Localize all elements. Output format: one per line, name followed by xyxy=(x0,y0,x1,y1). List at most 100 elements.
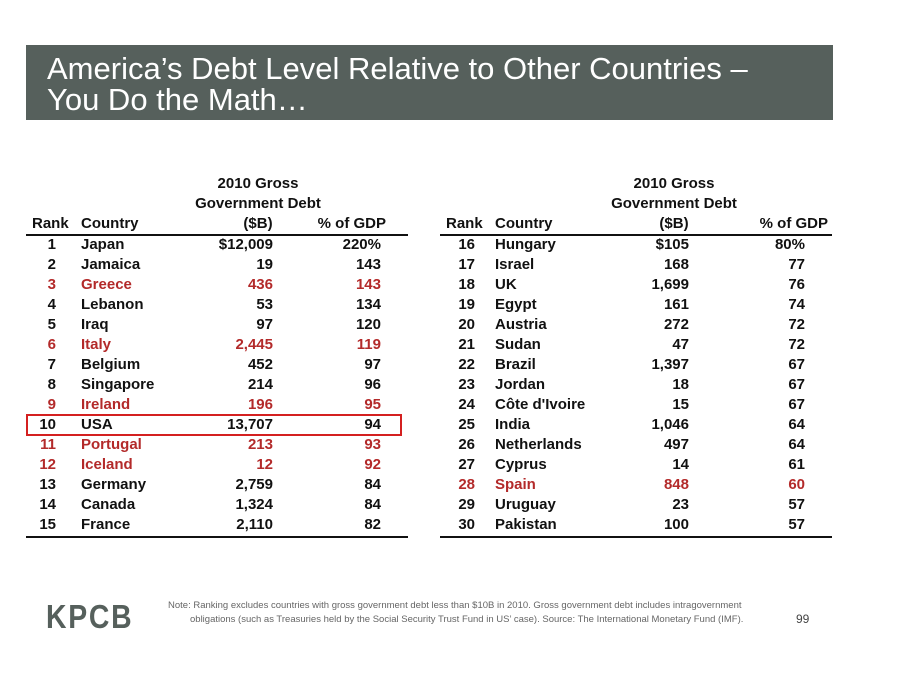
debt-cell: 1,699 xyxy=(651,276,689,293)
table-row: 21 Sudan 47 72 xyxy=(440,335,832,355)
country-cell: USA xyxy=(81,416,113,433)
gdp-cell: 134 xyxy=(355,296,381,313)
debt-cell: 213 xyxy=(247,436,273,453)
table-header: 2010 Gross Government Debt Rank Country … xyxy=(440,172,832,236)
table-row: 23 Jordan 18 67 xyxy=(440,375,832,395)
rank-cell: 2 xyxy=(47,256,56,273)
debt-cell: $12,009 xyxy=(218,236,273,253)
gdp-cell: 60 xyxy=(788,476,805,493)
debt-cell: 12 xyxy=(256,456,273,473)
rank-cell: 1 xyxy=(47,236,56,253)
gdp-cell: 92 xyxy=(364,456,381,473)
gdp-cell: 220% xyxy=(342,236,381,253)
rank-cell: 29 xyxy=(458,496,475,513)
rank-cell: 16 xyxy=(458,236,475,253)
debt-table-right: 2010 Gross Government Debt Rank Country … xyxy=(440,172,832,538)
page-number: 99 xyxy=(796,612,810,626)
table-header: 2010 Gross Government Debt Rank Country … xyxy=(26,172,408,236)
table-row: 26 Netherlands 497 64 xyxy=(440,435,832,455)
header-rank: Rank xyxy=(32,215,69,232)
rank-cell: 7 xyxy=(47,356,56,373)
title-bar: America’s Debt Level Relative to Other C… xyxy=(26,45,833,120)
table-row: 8 Singapore 214 96 xyxy=(26,375,408,395)
debt-cell: 97 xyxy=(256,316,273,333)
debt-table-left: 2010 Gross Government Debt Rank Country … xyxy=(26,172,408,538)
table-row: 3 Greece 436 143 xyxy=(26,275,408,295)
gdp-cell: 57 xyxy=(788,516,805,533)
debt-cell: 1,324 xyxy=(235,496,273,513)
header-rank: Rank xyxy=(446,215,483,232)
gdp-cell: 82 xyxy=(364,516,381,533)
page-title-line1: America’s Debt Level Relative to Other C… xyxy=(47,51,748,86)
table-row: 1 Japan $12,009 220% xyxy=(26,235,408,255)
table-row: 27 Cyprus 14 61 xyxy=(440,455,832,475)
table-row: 24 Côte d'Ivoire 15 67 xyxy=(440,395,832,415)
gdp-cell: 80% xyxy=(774,236,805,253)
debt-cell: 1,397 xyxy=(651,356,689,373)
table-row: 19 Egypt 161 74 xyxy=(440,295,832,315)
debt-cell: 452 xyxy=(247,356,273,373)
header-rule xyxy=(440,234,832,236)
debt-cell: 53 xyxy=(256,296,273,313)
table-row: 16 Hungary $105 80% xyxy=(440,235,832,255)
table-row: 15 France 2,110 82 xyxy=(26,515,408,535)
country-cell: Jamaica xyxy=(81,256,141,273)
debt-cell: 436 xyxy=(247,276,273,293)
country-cell: Germany xyxy=(81,476,147,493)
debt-cell: 15 xyxy=(672,396,689,413)
rank-cell: 23 xyxy=(458,376,475,393)
table-row: 18 UK 1,699 76 xyxy=(440,275,832,295)
debt-cell: 23 xyxy=(672,496,689,513)
rank-cell: 21 xyxy=(458,336,475,353)
table-row: 29 Uruguay 23 57 xyxy=(440,495,832,515)
country-cell: India xyxy=(495,416,531,433)
rank-cell: 26 xyxy=(458,436,475,453)
page-title-line2: You Do the Math… xyxy=(47,82,308,117)
country-cell: Hungary xyxy=(495,236,556,253)
header-debt-line2: Government Debt xyxy=(195,195,321,212)
gdp-cell: 97 xyxy=(364,356,381,373)
header-debt-line2: Government Debt xyxy=(611,195,737,212)
debt-cell: 214 xyxy=(247,376,273,393)
debt-cell: 18 xyxy=(672,376,689,393)
country-cell: Ireland xyxy=(81,396,131,413)
table-row: 9 Ireland 196 95 xyxy=(26,395,408,415)
country-cell: Greece xyxy=(81,276,132,293)
rank-cell: 28 xyxy=(458,476,475,493)
table-rows-left: 1 Japan $12,009 220% 2 Jamaica 19 143 3 Greece 436… xyxy=(26,235,408,535)
rank-cell: 19 xyxy=(458,296,475,313)
country-cell: Iraq xyxy=(81,316,109,333)
table-row: 12 Iceland 12 92 xyxy=(26,455,408,475)
country-cell: Japan xyxy=(81,236,125,253)
debt-cell: 1,046 xyxy=(651,416,689,433)
table-row: 30 Pakistan 100 57 xyxy=(440,515,832,535)
country-cell: Netherlands xyxy=(495,436,582,453)
rank-cell: 12 xyxy=(39,456,56,473)
debt-cell: 2,759 xyxy=(235,476,273,493)
rank-cell: 5 xyxy=(47,316,56,333)
table-row: 17 Israel 168 77 xyxy=(440,255,832,275)
country-cell: Cyprus xyxy=(495,456,547,473)
gdp-cell: 67 xyxy=(788,396,805,413)
header-debt-line3: ($B) xyxy=(659,215,689,232)
country-cell: Portugal xyxy=(81,436,142,453)
table-row: 5 Iraq 97 120 xyxy=(26,315,408,335)
rank-cell: 11 xyxy=(40,436,56,453)
rank-cell: 8 xyxy=(47,376,56,393)
country-cell: Canada xyxy=(81,496,136,513)
kpcb-logo: KPCB xyxy=(46,598,134,635)
rank-cell: 9 xyxy=(47,396,56,413)
header-debt-line1: 2010 Gross xyxy=(633,175,715,192)
debt-cell: 497 xyxy=(663,436,689,453)
rank-cell: 10 xyxy=(39,416,56,433)
rank-cell: 27 xyxy=(458,456,475,473)
country-cell: Uruguay xyxy=(495,496,556,513)
gdp-cell: 94 xyxy=(364,416,381,433)
header-rule xyxy=(26,234,408,236)
debt-cell: 168 xyxy=(663,256,689,273)
country-cell: Egypt xyxy=(495,296,537,313)
country-cell: Côte d'Ivoire xyxy=(495,396,586,413)
country-cell: UK xyxy=(495,276,517,293)
country-cell: Brazil xyxy=(495,356,536,373)
table-row: 2 Jamaica 19 143 xyxy=(26,255,408,275)
